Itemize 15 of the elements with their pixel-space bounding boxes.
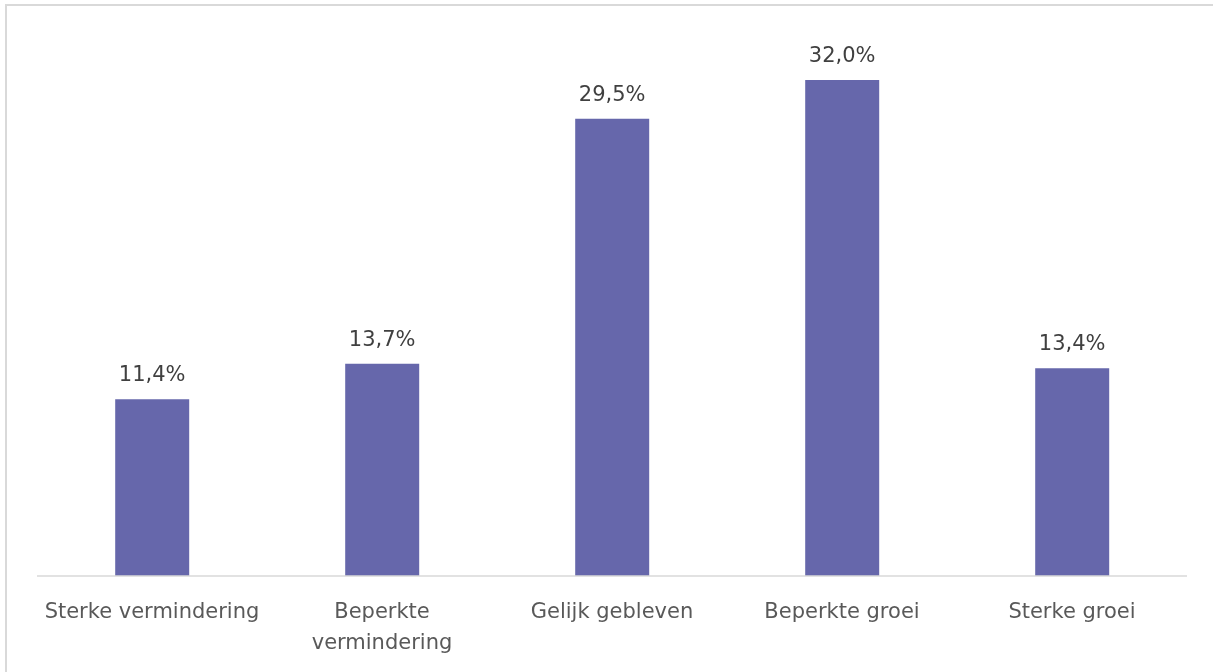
bar [1035, 368, 1110, 576]
x-tick-label: Sterke vermindering [44, 598, 260, 623]
bar [805, 80, 880, 576]
data-label: 13,4% [1038, 331, 1106, 356]
bar [345, 363, 420, 576]
data-label: 29,5% [578, 81, 646, 106]
data-label: 11,4% [118, 362, 186, 387]
bar [575, 118, 650, 576]
x-tick-label: Beperkte vermindering [311, 598, 453, 654]
data-label: 32,0% [808, 43, 876, 67]
bar [115, 399, 190, 576]
x-tick-label: Beperkte groei [764, 598, 920, 623]
x-tick-label: Sterke groei [1008, 598, 1136, 623]
x-tick-label: Gelijk gebleven [530, 598, 694, 623]
data-label: 13,7% [348, 326, 416, 351]
